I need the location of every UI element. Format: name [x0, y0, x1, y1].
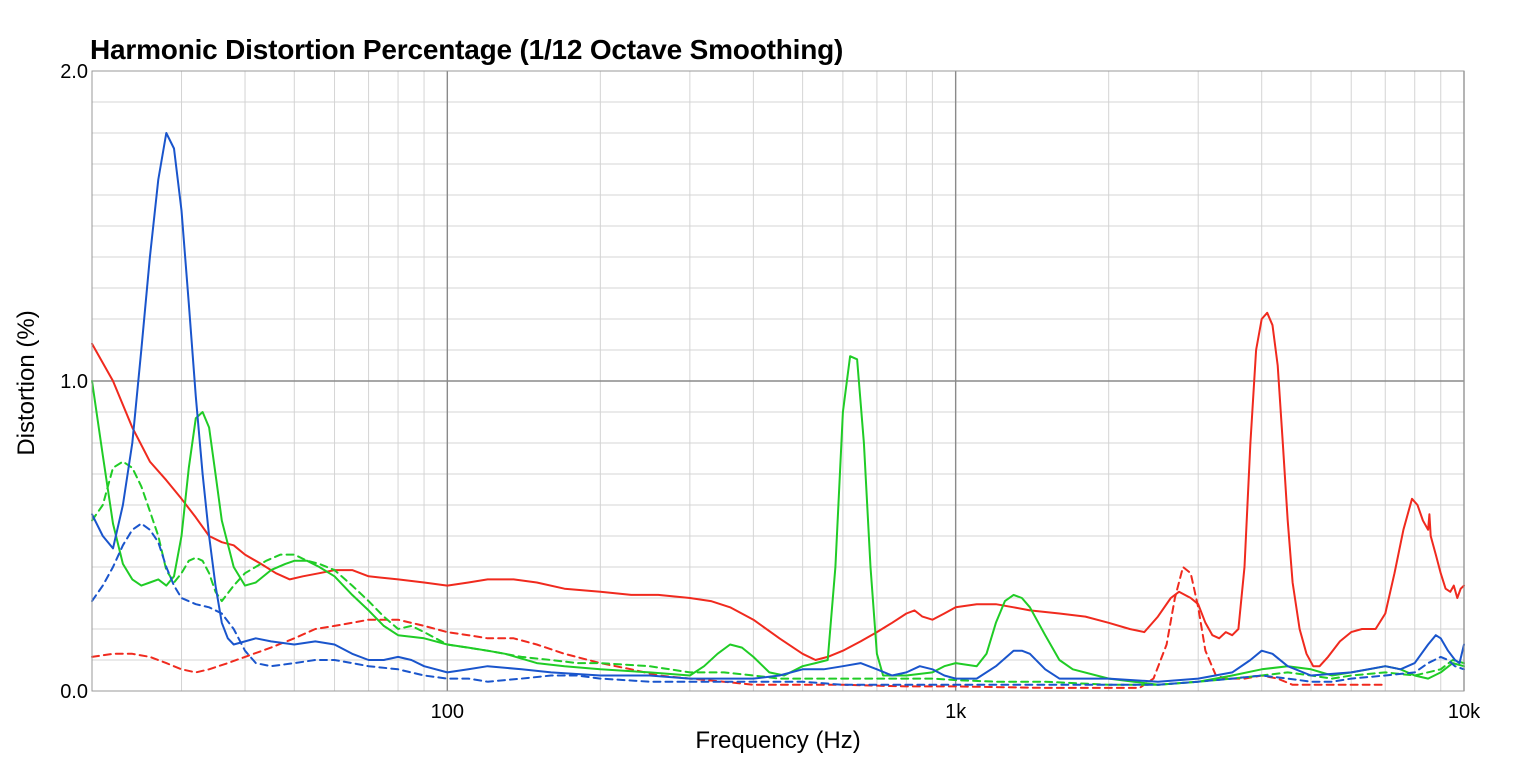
- y-tick-label: 2.0: [60, 61, 88, 83]
- y-tick-label: 0.0: [60, 681, 88, 703]
- x-tick-label: 10k: [1448, 701, 1481, 723]
- series-line-2: [91, 566, 1387, 689]
- series-line-6: [91, 522, 1465, 686]
- x-tick-label: 1k: [945, 701, 967, 723]
- chart-title: Harmonic Distortion Percentage (1/12 Oct…: [90, 34, 844, 65]
- x-tick-labels: 100 1k 10k: [431, 701, 1481, 723]
- y-tick-labels: 0.0 1.0 2.0: [60, 61, 88, 703]
- series-line-3: [91, 355, 1465, 686]
- series-lines: [91, 132, 1465, 689]
- x-tick-label: 100: [431, 701, 464, 723]
- x-axis-label: Frequency (Hz): [695, 727, 860, 754]
- y-axis-label: Distortion (%): [13, 310, 40, 455]
- y-tick-label: 1.0: [60, 371, 88, 393]
- series-line-1: [91, 311, 1465, 668]
- series-line-4: [91, 460, 1465, 686]
- series-line-5: [91, 132, 1465, 683]
- plot-frame: [91, 70, 1465, 692]
